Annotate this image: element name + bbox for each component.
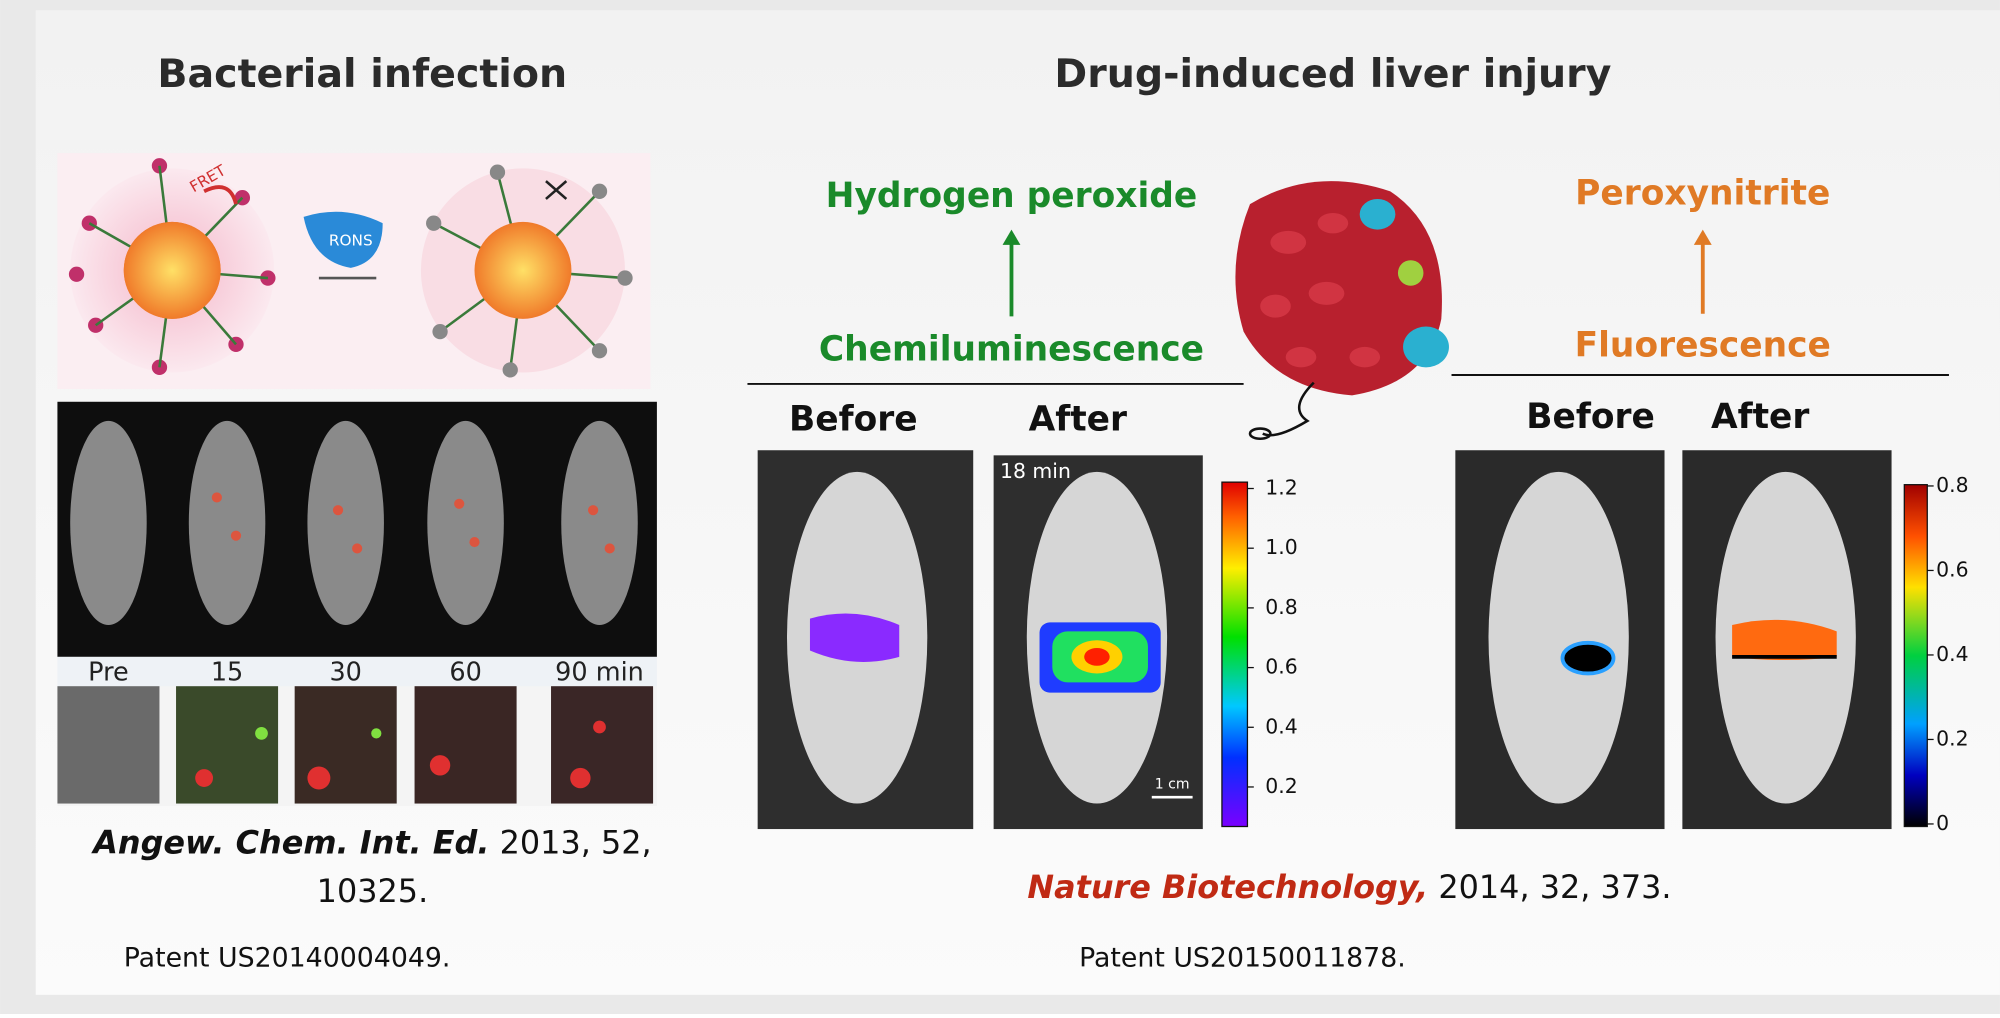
product-label: Peroxynitrite	[1575, 174, 1830, 214]
arrow-head	[1693, 229, 1712, 245]
product-label: Hydrogen peroxide	[826, 176, 1198, 216]
colorbar-label: 0.8	[1265, 595, 1297, 619]
citation: Angew. Chem. Int. Ed. 2013, 52,	[90, 823, 651, 861]
arrow-head	[1002, 229, 1021, 245]
citation-details: 2014, 32, 373.	[1428, 868, 1671, 906]
section-title: Bacterial infection	[157, 51, 567, 97]
colorbar-label: 0.6	[1265, 655, 1297, 679]
patent: Patent US20150011878.	[1079, 943, 1406, 974]
imaging-series	[57, 401, 657, 807]
citation-details: 10325.	[317, 872, 429, 910]
patent: Patent US20140004049.	[124, 943, 451, 974]
panel-label: After	[1711, 397, 1809, 437]
journal: Angew. Chem. Int. Ed.	[90, 823, 489, 861]
panel-label: After	[1029, 399, 1127, 439]
journal: Nature Biotechnology,	[1027, 868, 1428, 906]
colorbar-label: 0.2	[1936, 726, 1968, 750]
section-title: Drug-induced liver injury	[1054, 51, 1611, 97]
citation-details: 2013, 52,	[489, 823, 651, 861]
colorbar-label: 0.6	[1936, 557, 1968, 581]
method-label: Chemiluminescence	[819, 329, 1204, 369]
colorbar-label: 0	[1936, 811, 1949, 835]
fret-diagram: FRET RONS	[57, 153, 651, 390]
time-label: 90 min	[555, 657, 644, 687]
time-label: Pre	[88, 657, 129, 687]
time-label: 15	[211, 657, 243, 687]
colorbar-label: 0.8	[1936, 473, 1968, 497]
panel-label: Before	[1526, 397, 1655, 437]
colorbar-label: 1.2	[1265, 476, 1297, 500]
colorbar-label: 1.0	[1265, 535, 1297, 559]
citation: Nature Biotechnology, 2014, 32, 373.	[1027, 868, 1671, 906]
method-label: Fluorescence	[1575, 325, 1831, 365]
colorbar-label: 0.2	[1265, 774, 1297, 798]
nanoparticle	[1235, 181, 1449, 441]
mouse-images	[757, 450, 1892, 830]
time-label: 18 min	[1000, 459, 1071, 483]
diagram-label: RONS	[329, 232, 373, 250]
colorbar-label: 0.4	[1265, 714, 1297, 738]
colorbar	[1903, 484, 1928, 828]
colorbar-label: 0.4	[1936, 642, 1968, 666]
time-label: 30	[329, 657, 361, 687]
scale-label: 1 cm	[1155, 776, 1190, 792]
colorbar	[1221, 481, 1249, 828]
panel-label: Before	[789, 399, 918, 439]
time-label: 60	[449, 657, 481, 687]
